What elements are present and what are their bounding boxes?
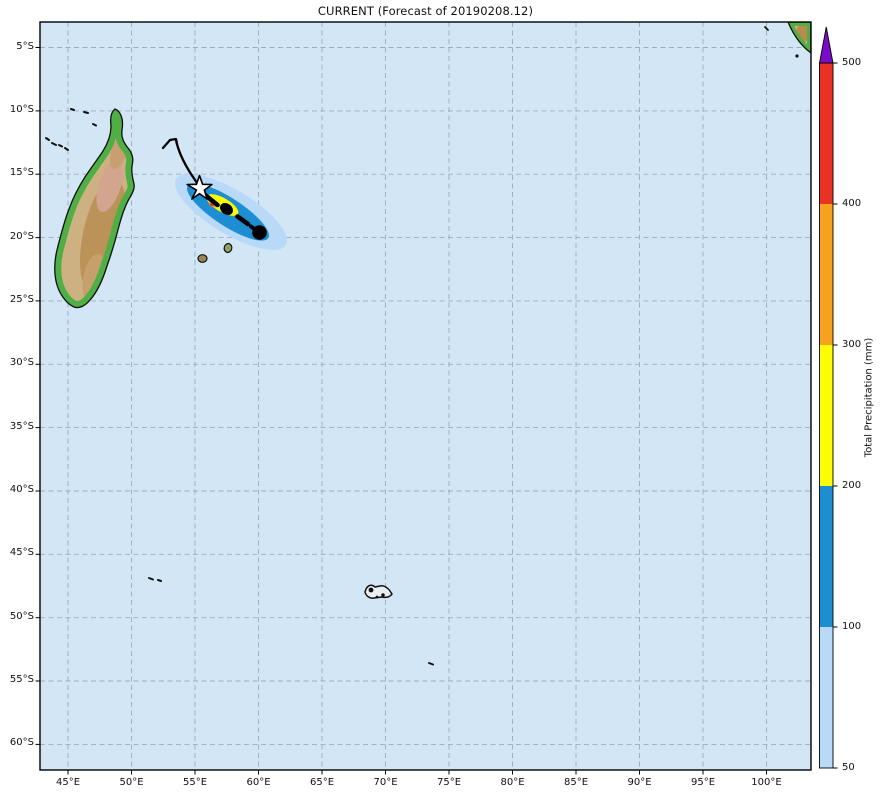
kerguelen-islands — [364, 584, 393, 599]
colorbar-axis-label: Total Precipitation (mm) — [863, 337, 875, 458]
x-tick-label: 90°E — [627, 777, 652, 788]
y-tick-label: 25°S — [9, 293, 34, 305]
current-position-star — [186, 174, 213, 200]
y-tick-label: 55°S — [9, 674, 34, 685]
colorbar-band-400-500 — [819, 63, 833, 204]
x-tick-label: 75°E — [436, 777, 462, 788]
colorbar-tick-label: 100 — [842, 621, 862, 632]
x-tick-label: 95°E — [690, 777, 716, 788]
colorbar — [818, 26, 838, 769]
reunion-island — [197, 254, 208, 263]
y-tick-label: 10°S — [9, 103, 34, 115]
x-tick-label: 100°E — [751, 777, 782, 788]
colorbar-band-300-400 — [819, 204, 833, 345]
y-tick-label: 20°S — [9, 230, 34, 242]
comoros-islands — [45, 108, 97, 151]
y-tick-label: 45°S — [9, 547, 34, 559]
colorbar-band-100-200 — [819, 486, 833, 627]
colorbar-band-50-100 — [819, 627, 833, 768]
x-tick-label: 60°E — [246, 777, 271, 788]
x-tick-label: 65°E — [309, 777, 335, 788]
x-tick-label: 70°E — [373, 777, 398, 788]
heard-island — [428, 662, 434, 666]
x-tick-label: 50°E — [119, 777, 144, 788]
page-title: CURRENT (Forecast of 20190208.12) — [317, 4, 534, 18]
x-tick-label: 55°E — [182, 777, 208, 788]
ocean — [40, 22, 811, 770]
colorbar-band-200-300 — [819, 345, 833, 486]
colorbar-tick-label: 300 — [842, 339, 862, 350]
grid-lines — [40, 22, 811, 770]
plot-border — [39, 21, 812, 771]
y-tick-label: 40°S — [9, 484, 34, 495]
crozet-islands — [148, 577, 162, 582]
colorbar-over-arrow — [818, 26, 834, 64]
forecast-position-dot — [252, 225, 267, 240]
y-tick-label: 50°S — [9, 610, 34, 622]
colorbar-tick-label: 500 — [842, 57, 862, 68]
mauritius-island — [223, 242, 233, 254]
colorbar-tick-label: 200 — [842, 480, 862, 491]
y-tick-label: 30°S — [9, 357, 34, 369]
x-tick-label: 85°E — [563, 777, 589, 788]
x-tick-label: 45°E — [55, 777, 81, 788]
sumatra-corner-landmass — [764, 22, 811, 58]
colorbar-tick-label: 400 — [842, 198, 862, 209]
y-axis-tick-marks — [35, 47, 40, 745]
forecast-position-dot — [220, 202, 233, 216]
colorbar-tick-label: 50 — [842, 762, 855, 773]
x-tick-label: 80°E — [500, 777, 525, 788]
y-tick-label: 60°S — [9, 737, 34, 749]
y-tick-label: 35°S — [9, 420, 34, 432]
y-tick-label: 5°S — [16, 40, 34, 52]
x-axis-tick-marks — [67, 770, 767, 775]
y-tick-label: 15°S — [9, 167, 34, 179]
